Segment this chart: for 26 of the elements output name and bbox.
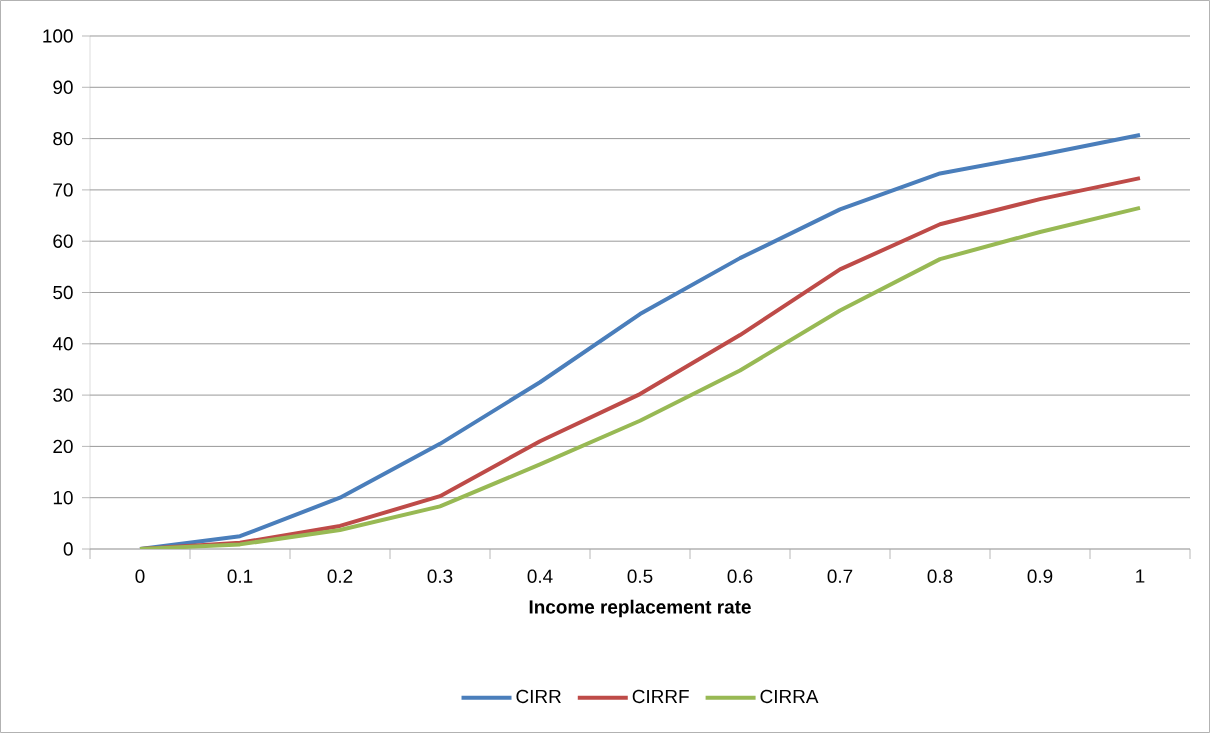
x-tick-label: 0.2 bbox=[327, 569, 353, 583]
x-tick-label: 0.5 bbox=[627, 569, 653, 583]
y-tick-label: 60 bbox=[53, 234, 73, 248]
y-tick-label: 30 bbox=[53, 388, 73, 402]
legend-label: CIRR bbox=[516, 689, 561, 704]
x-tick-label: 0.9 bbox=[1027, 569, 1053, 583]
y-tick-label: 90 bbox=[53, 80, 73, 94]
y-tick-label: 40 bbox=[52, 337, 73, 351]
x-tick-label: 0.4 bbox=[527, 569, 553, 583]
x-tick-label: 1 bbox=[1136, 569, 1145, 583]
y-tick-label: 100 bbox=[43, 29, 73, 43]
x-tick-label: 0 bbox=[135, 569, 145, 583]
x-tick-label: 0.6 bbox=[727, 569, 753, 583]
x-tick-label: 0.3 bbox=[427, 569, 453, 583]
y-tick-label: 10 bbox=[53, 491, 73, 505]
legend-label: CIRRF bbox=[632, 689, 689, 704]
y-tick-label: 80 bbox=[53, 131, 73, 146]
x-tick-label: 0.1 bbox=[227, 569, 253, 583]
y-tick-label: 70 bbox=[53, 183, 73, 197]
x-axis-title: Income replacement rate bbox=[529, 599, 751, 618]
y-tick-label: 20 bbox=[53, 439, 73, 454]
legend-label: CIRRA bbox=[760, 689, 819, 704]
x-tick-label: 0.8 bbox=[927, 569, 953, 583]
y-tick-label: 0 bbox=[63, 542, 73, 556]
x-tick-label: 0.7 bbox=[827, 569, 853, 583]
y-tick-label: 50 bbox=[53, 285, 73, 300]
